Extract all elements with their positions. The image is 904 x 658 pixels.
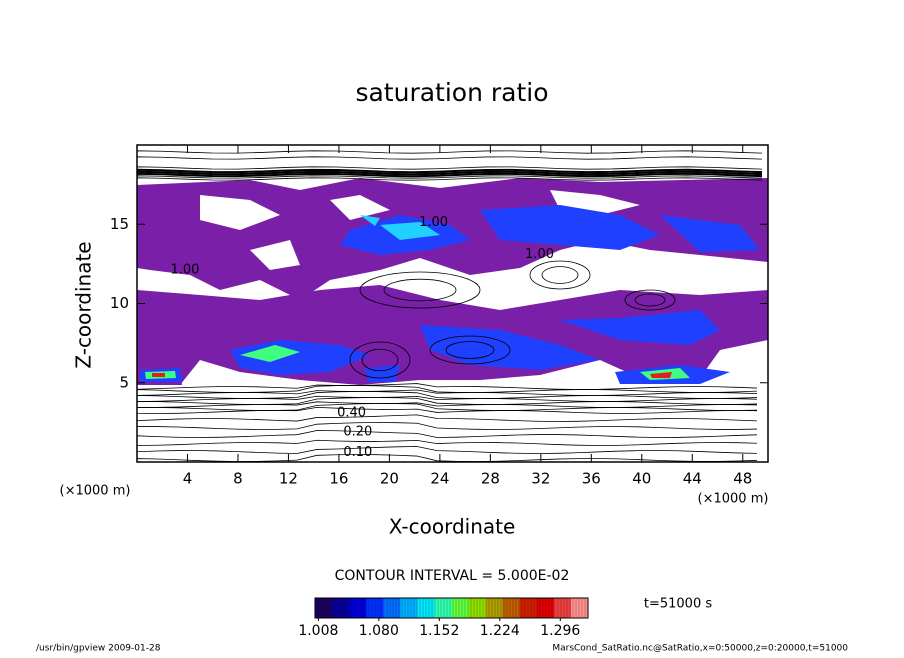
x-tick-label: 40 — [632, 470, 651, 488]
y-unit-label: (×1000 m) — [60, 484, 131, 499]
contour-line — [137, 414, 758, 422]
contour-line — [634, 293, 666, 307]
colorbar-segment — [417, 598, 435, 618]
contour-line — [137, 403, 758, 411]
y-axis-label: Z-coordinate — [72, 241, 96, 368]
contour-line — [137, 166, 763, 170]
cyan-region — [360, 215, 440, 240]
footer-right: MarsCond_SatRatio.nc@SatRatio,x=0:50000,… — [552, 644, 848, 654]
x-unit-label: (×1000 m) — [698, 492, 769, 507]
green-region — [145, 345, 690, 380]
field — [137, 145, 768, 462]
contour-label: 1.00 — [525, 247, 554, 262]
colorbar: 1.008 1.080 1.152 1.224 1.296 — [298, 597, 589, 639]
x-axis-label: X-coordinate — [389, 515, 516, 539]
colorbar-tick-label: 1.224 — [480, 623, 520, 639]
colorbar-tick-label: 1.080 — [359, 623, 399, 639]
x-tick-label: 24 — [430, 470, 449, 488]
colorbar-segment — [383, 598, 401, 618]
contour-line — [137, 177, 763, 181]
colorbar-segment — [570, 598, 589, 618]
contour-line — [383, 278, 457, 302]
contour-label: 0.20 — [343, 424, 372, 439]
contour-line — [137, 397, 758, 405]
blue-region — [340, 205, 760, 255]
contour-label: 1.00 — [419, 215, 448, 230]
contour-line — [529, 260, 591, 290]
contour-line — [445, 341, 495, 359]
contour-line — [541, 266, 579, 284]
x-tick-label: 28 — [481, 470, 500, 488]
contour-label: 1.00 — [170, 263, 199, 278]
contour-line — [429, 335, 511, 365]
contour-line — [137, 389, 758, 396]
time-label: t=51000 s — [644, 597, 712, 612]
contour-line — [137, 401, 758, 408]
chart-title: saturation ratio — [355, 78, 548, 107]
colorbar-frame — [314, 597, 589, 619]
contour-line — [137, 439, 758, 446]
colorbar-segment — [349, 598, 367, 618]
x-tick-label: 32 — [531, 470, 550, 488]
contour-line — [361, 348, 399, 372]
contour-line — [624, 289, 676, 311]
contour-label: 0.10 — [343, 445, 372, 460]
x-tick-label: 36 — [582, 470, 601, 488]
contour-line — [137, 170, 763, 176]
x-tick-label: 16 — [329, 470, 348, 488]
contour-line — [359, 271, 481, 309]
contour-line — [137, 168, 763, 174]
y-tick-label: 10 — [110, 294, 129, 312]
colorbar-segment — [315, 598, 333, 618]
contour-line — [137, 172, 763, 178]
colorbar-tick-label: 1.296 — [540, 623, 580, 639]
contour-line — [137, 156, 763, 160]
contour-line — [349, 341, 411, 379]
footer-left: /usr/bin/gpview 2009-01-28 — [36, 644, 161, 654]
x-tick-label: 48 — [733, 470, 752, 488]
contour-line — [137, 430, 758, 438]
colorbar-segment — [366, 598, 384, 618]
x-tick-label: 44 — [683, 470, 702, 488]
colorbar-segment — [451, 598, 470, 618]
contour-line — [137, 383, 758, 390]
colorbar-segment — [536, 598, 555, 618]
colorbar-segment — [502, 598, 521, 618]
colorbar-segment — [332, 598, 350, 618]
contour-label: 0.40 — [337, 405, 366, 420]
axes: 4 8 12 16 20 24 28 32 36 40 44 48510150.100.200.401… — [110, 145, 768, 488]
contour-line — [137, 446, 758, 454]
contour-interval: CONTOUR INTERVAL = 5.000E-02 — [335, 568, 570, 584]
colorbar-segment — [400, 598, 418, 618]
colorbar-segment — [468, 598, 487, 618]
contour-line — [137, 391, 758, 399]
contour-line — [137, 422, 758, 430]
contour-line — [137, 150, 763, 154]
x-tick-label: 4 — [183, 470, 193, 488]
colorbar-tick-label: 1.152 — [419, 623, 459, 639]
clear-region — [200, 190, 640, 270]
blue-region — [140, 310, 730, 384]
colorbar-segment — [519, 598, 538, 618]
colorbar-segment — [434, 598, 452, 618]
x-tick-label: 12 — [279, 470, 298, 488]
contour-line — [137, 175, 763, 179]
x-tick-label: 8 — [233, 470, 243, 488]
colorbar-tick-label: 1.008 — [298, 623, 338, 639]
y-tick-label: 15 — [110, 215, 129, 233]
colorbar-segment — [553, 598, 572, 618]
x-tick-label: 20 — [380, 470, 399, 488]
contour-line — [137, 407, 758, 414]
y-tick-label: 5 — [119, 373, 129, 391]
colorbar-segment — [485, 598, 504, 618]
contour-line — [137, 395, 758, 402]
